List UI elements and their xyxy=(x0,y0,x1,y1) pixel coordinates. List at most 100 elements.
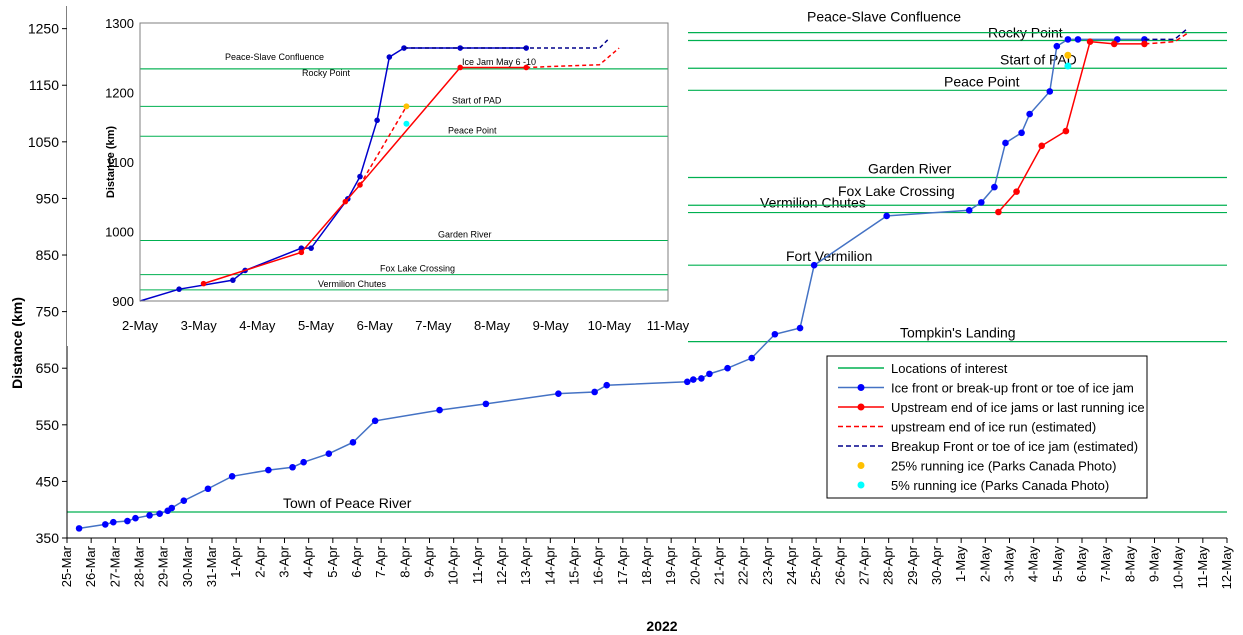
y-axis-label: Distance (km) xyxy=(9,297,25,389)
data-point xyxy=(603,381,611,389)
data-point xyxy=(724,364,731,372)
inset-x-tick-label: 2-May xyxy=(122,318,159,333)
inset-data-point xyxy=(342,198,349,205)
x-tick-label: 26-Apr xyxy=(832,545,847,585)
inset-data-point xyxy=(298,249,305,256)
data-point xyxy=(965,207,973,214)
legend-entry: Ice front or break-up front or toe of ic… xyxy=(891,381,1134,396)
data-point xyxy=(1064,51,1072,59)
data-point xyxy=(180,497,188,504)
data-point xyxy=(683,378,691,386)
inset-series-line xyxy=(203,66,527,285)
legend-entry: Locations of interest xyxy=(891,361,1008,376)
y-tick-label: 550 xyxy=(36,417,60,433)
x-tick-label: 30-Apr xyxy=(929,545,944,585)
inset-locations: Vermilion Chutes Fox Lake Crossing Garden … xyxy=(140,52,668,291)
data-point xyxy=(1046,88,1054,95)
x-tick-label: 6-May xyxy=(1074,546,1089,583)
inset-x-tick-label: 10-May xyxy=(588,318,632,333)
inset-x-tick-label: 8-May xyxy=(474,318,511,333)
data-point xyxy=(810,261,818,269)
data-point xyxy=(1062,127,1070,135)
inset-y-axis-label: Distance (km) xyxy=(105,126,117,198)
data-point xyxy=(555,390,562,397)
location-label: Peace-Slave Confluence xyxy=(807,9,961,25)
data-point xyxy=(101,521,109,528)
inset-x-tick-label: 3-May xyxy=(181,318,218,333)
inset-data-point xyxy=(176,286,182,292)
x-tick-label: 8-May xyxy=(1122,546,1137,583)
data-point xyxy=(289,463,296,471)
inset-data-point xyxy=(298,245,305,251)
x-tick-label: 27-Apr xyxy=(857,545,872,585)
legend-entry: Breakup Front or toe of ice jam (estimat… xyxy=(891,439,1138,454)
legend-swatch-marker xyxy=(857,481,865,489)
x-tick-label: 3-Apr xyxy=(277,545,292,577)
x-tick-label: 7-May xyxy=(1098,546,1113,583)
x-tick-label: 28-Apr xyxy=(881,545,896,585)
data-point xyxy=(883,212,890,220)
inset-data-point xyxy=(403,120,410,127)
data-point xyxy=(1074,36,1082,43)
data-point xyxy=(325,450,333,457)
x-tick-label: 16-Apr xyxy=(591,545,606,585)
y-tick-label: 750 xyxy=(36,304,60,320)
x-tick-label: 26-Mar xyxy=(83,545,98,587)
x-tick-label: 22-Apr xyxy=(736,545,751,585)
data-point xyxy=(1110,40,1118,48)
inset-y-tick-label: 1000 xyxy=(105,225,134,240)
legend-entry: 25% running ice (Parks Canada Photo) xyxy=(891,459,1116,474)
legend-entry: Upstream end of ice jams or last running… xyxy=(891,400,1145,415)
inset-x-tick-label: 5-May xyxy=(298,318,335,333)
inset-data-point xyxy=(357,173,363,180)
inset-y-tick-label: 1300 xyxy=(105,16,134,31)
y-tick-label: 1050 xyxy=(28,134,59,150)
inset-series xyxy=(139,37,620,302)
x-tick-label: 1-Apr xyxy=(228,545,243,577)
data-point xyxy=(482,400,490,408)
x-tick-label: 4-Apr xyxy=(301,545,316,577)
data-point xyxy=(300,458,307,466)
data-point xyxy=(991,183,998,191)
data-point xyxy=(124,517,131,525)
legend-swatch-marker xyxy=(857,403,865,411)
location-label: Garden River xyxy=(868,160,952,176)
data-point xyxy=(995,208,1002,216)
x-tick-label: 10-May xyxy=(1171,546,1186,590)
inset-plot-border xyxy=(139,22,669,302)
x-tick-label: 8-Apr xyxy=(397,545,412,577)
data-point xyxy=(796,324,804,332)
y-tick-label: 850 xyxy=(36,247,60,263)
inset-background xyxy=(67,6,688,346)
data-point xyxy=(1141,40,1148,48)
x-tick-label: 2-Apr xyxy=(252,545,267,577)
x-tick-label: 18-Apr xyxy=(639,545,654,585)
data-point xyxy=(1038,142,1046,150)
inset-x-tick-label: 6-May xyxy=(357,318,394,333)
legend-entry: upstream end of ice run (estimated) xyxy=(891,420,1096,435)
inset-data-point xyxy=(230,277,236,283)
legend-entry: 5% running ice (Parks Canada Photo) xyxy=(891,478,1109,493)
data-point xyxy=(156,510,163,517)
x-tick-label: 29-Apr xyxy=(905,545,920,585)
data-point xyxy=(698,375,705,382)
inset-y-tick-label: 900 xyxy=(112,294,134,309)
x-tick-label: 27-Mar xyxy=(107,545,122,587)
data-point xyxy=(690,376,697,383)
inset-location-label: Vermilion Chutes xyxy=(318,279,387,289)
data-point xyxy=(436,406,443,414)
data-point xyxy=(204,485,212,493)
inset-location-label: Peace Point xyxy=(448,125,497,135)
inset-location-label: Garden River xyxy=(438,230,492,240)
inset-data-point xyxy=(374,117,380,124)
data-point xyxy=(228,473,236,480)
x-tick-label: 25-Apr xyxy=(808,545,823,585)
x-tick-label: 28-Mar xyxy=(132,545,147,587)
data-point xyxy=(1053,42,1061,50)
x-tick-label: 4-May xyxy=(1026,546,1041,583)
inset-y-axis: 900 1000 1100 1200 1300 xyxy=(105,16,134,309)
data-point xyxy=(1064,62,1072,70)
y-tick-label: 350 xyxy=(36,530,60,546)
inset-data-point xyxy=(403,103,410,110)
